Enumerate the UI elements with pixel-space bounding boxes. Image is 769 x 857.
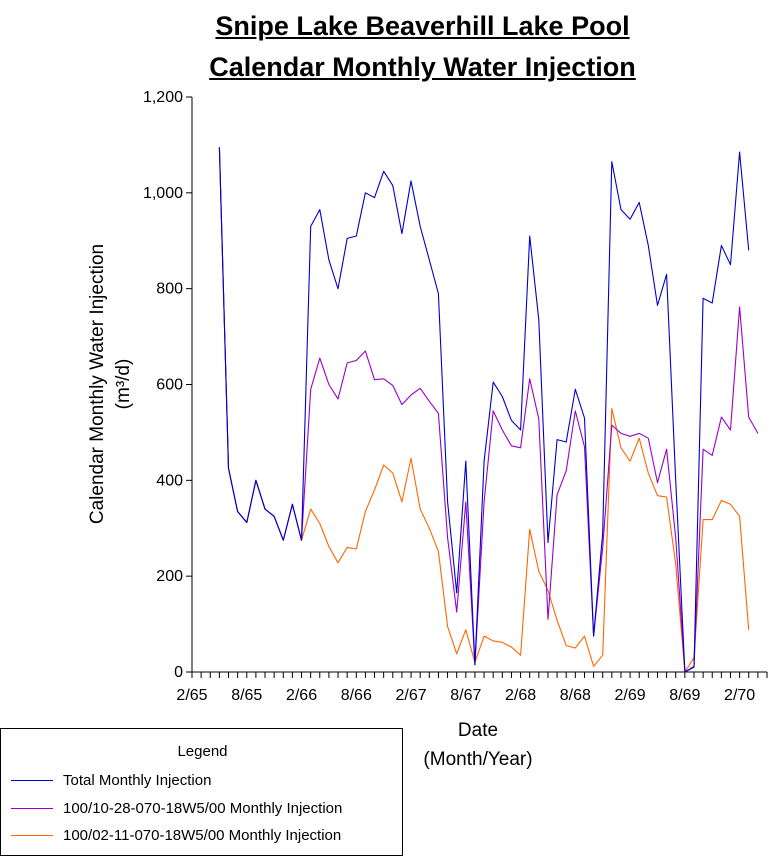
legend-label-total: Total Monthly Injection: [63, 772, 212, 789]
chart-title: Snipe Lake Beaverhill Lake Pool Calendar…: [0, 6, 769, 88]
y-tick-label: 600: [156, 377, 183, 394]
y-tick-label: 200: [156, 568, 183, 585]
x-tick-label: 8/66: [341, 687, 372, 704]
x-tick-label: 8/67: [450, 687, 481, 704]
x-axis-title: Date (Month/Year): [423, 716, 532, 774]
legend-label-well-10-28: 100/10-28-070-18W5/00 Monthly Injection: [63, 800, 343, 817]
title-line-2: Calendar Monthly Water Injection: [209, 52, 636, 82]
y-axis-title-line-2: (m³/d): [113, 358, 134, 410]
y-axis-title-line-1: Calendar Monthly Water Injection: [87, 243, 108, 525]
y-axis-title: Calendar Monthly Water Injection (m³/d): [85, 244, 137, 524]
title-line-1: Snipe Lake Beaverhill Lake Pool: [215, 11, 630, 41]
x-tick-label: 8/65: [231, 687, 262, 704]
x-tick-label: 2/67: [395, 687, 426, 704]
axes: 0 200 400 600 800 1,000 1,200 2/65 8/65 2/66 8/66 2…: [143, 89, 768, 704]
series-layer: [218, 147, 759, 673]
y-tick-label: 400: [156, 472, 183, 489]
x-tick-label: 2/70: [724, 687, 755, 704]
x-axis-title-line-1: Date: [457, 720, 499, 741]
legend-label-well-02-11: 100/02-11-070-18W5/00 Monthly Injection: [63, 827, 342, 844]
legend-swatch-well-10-28: [11, 808, 53, 809]
series-line-1: [218, 147, 759, 673]
series-line-2: [218, 147, 750, 673]
legend: Legend Total Monthly Injection 100/10-28…: [0, 728, 403, 856]
x-tick-label: 2/69: [615, 687, 646, 704]
legend-swatch-total: [11, 780, 53, 781]
y-tick-label: 1,200: [143, 89, 183, 106]
legend-swatch-well-02-11: [11, 835, 53, 836]
series-line-0: [218, 147, 750, 673]
x-tick-label: 8/68: [560, 687, 591, 704]
x-tick-label: 2/65: [176, 687, 207, 704]
y-tick-label: 1,000: [143, 185, 183, 202]
y-tick-label: 800: [156, 281, 183, 298]
legend-title: Legend: [177, 743, 228, 760]
x-tick-label: 2/66: [286, 687, 317, 704]
y-tick-label: 0: [174, 664, 183, 681]
x-tick-label: 8/69: [669, 687, 700, 704]
x-axis-title-line-2: (Month/Year): [423, 749, 533, 770]
x-tick-label: 2/68: [505, 687, 536, 704]
